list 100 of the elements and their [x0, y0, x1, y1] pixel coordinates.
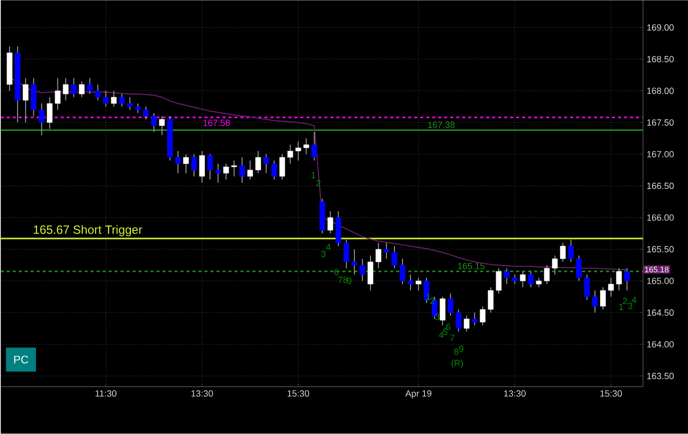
candlestick	[392, 246, 398, 269]
candlestick	[368, 255, 374, 292]
candlestick	[159, 116, 165, 136]
ref-line-label: 167.58	[203, 120, 230, 126]
annotation: 1	[312, 172, 316, 178]
candlestick	[143, 106, 149, 120]
candlestick	[127, 96, 133, 110]
annotation: 4	[326, 244, 331, 250]
y-tick-label: 166.50	[647, 182, 674, 190]
candlestick	[432, 296, 438, 320]
candlestick	[408, 274, 414, 292]
candlestick	[440, 296, 446, 326]
candlestick	[135, 103, 141, 114]
candlestick	[70, 78, 77, 98]
annotation: 2	[430, 298, 434, 304]
annotation: 8	[343, 276, 348, 284]
y-tick-label: 165.50	[647, 246, 674, 253]
candlestick	[247, 160, 253, 180]
candlestick	[175, 150, 181, 174]
y-tick-label: 167.00	[647, 151, 674, 158]
candlestick	[223, 163, 229, 180]
candlestick	[199, 150, 205, 184]
y-tick-label: 163.50	[647, 372, 674, 380]
candlestick	[119, 94, 125, 108]
candlestick	[480, 306, 486, 326]
candlestick	[424, 277, 430, 304]
candlestick	[111, 90, 117, 108]
annotation: 5	[443, 328, 448, 336]
candlestick	[360, 258, 366, 282]
candlestick	[544, 264, 550, 285]
candlestick	[271, 160, 277, 180]
annotation: 7	[338, 276, 342, 284]
candlestick	[86, 78, 93, 95]
candlestick	[568, 239, 574, 263]
candlestick	[94, 84, 101, 101]
candlestick	[54, 78, 60, 110]
candlestick	[488, 286, 494, 314]
candlestick	[512, 274, 518, 285]
candlestick	[231, 160, 237, 177]
candlestick	[400, 258, 406, 285]
y-tick-label: 165.00	[647, 278, 674, 284]
candlestick	[328, 210, 334, 234]
annotation: 2	[623, 298, 628, 304]
candlestick	[384, 242, 390, 260]
annotation: 3	[628, 302, 632, 310]
annotation: 7	[450, 334, 454, 342]
candlestick	[207, 154, 213, 180]
candlestick	[536, 277, 542, 288]
candlestick	[279, 154, 286, 180]
candlestick	[38, 103, 44, 136]
candlestick	[496, 268, 502, 294]
annotation: 1	[619, 304, 624, 310]
y-tick-label: 168.00	[647, 88, 674, 94]
candlestick	[295, 141, 302, 162]
x-tick-label: 11:30	[96, 390, 116, 397]
candlestick	[78, 81, 85, 98]
candlestick	[22, 78, 28, 124]
candlestick	[600, 286, 606, 310]
annotation: 9	[459, 346, 464, 352]
ref-line-label: 165.15	[458, 262, 485, 270]
annotation: 3	[321, 250, 326, 258]
candlestick	[263, 154, 269, 174]
candlestick	[239, 157, 245, 184]
y-tick-label: 166.00	[647, 214, 674, 221]
x-tick-label: 15:30	[600, 390, 622, 397]
ref-line-label: 165.67 Short Trigger	[34, 225, 142, 236]
candlestick	[255, 150, 261, 174]
y-tick-label: 167.50	[647, 119, 674, 126]
candlestick	[303, 138, 310, 155]
x-tick-label: 15:30	[288, 390, 310, 397]
candlestick	[191, 154, 197, 177]
y-tick-label: 164.00	[647, 341, 674, 348]
x-tick-label: 13:30	[191, 390, 213, 397]
y-tick-label: 164.50	[647, 310, 674, 316]
annotation: 4	[632, 296, 636, 304]
annotation: (R)	[452, 360, 463, 368]
candlestick	[520, 271, 526, 288]
candlestick	[616, 268, 622, 292]
candlestick	[560, 242, 566, 263]
annotation: 6	[446, 324, 450, 330]
annotation: 6	[334, 268, 338, 276]
y-tick-label: 168.50	[647, 56, 674, 62]
candlestick	[528, 271, 534, 288]
candlestick	[456, 309, 462, 332]
candlestick	[608, 277, 614, 298]
candlestick	[183, 154, 189, 174]
candlestick	[376, 242, 382, 269]
candlestick	[584, 274, 590, 301]
candlestick	[448, 293, 454, 316]
annotation: 9	[347, 278, 352, 284]
candlestick	[464, 315, 470, 332]
ref-line-label: 167.38	[428, 122, 455, 128]
candlestick	[624, 268, 630, 292]
candlestick	[311, 132, 318, 162]
annotation: 3	[435, 314, 440, 320]
annotation: PC	[14, 356, 28, 364]
candlestick	[416, 277, 422, 292]
x-tick-label: 13:30	[504, 390, 526, 397]
y-tick-label: 169.00	[647, 24, 674, 31]
candlestick	[151, 112, 157, 133]
